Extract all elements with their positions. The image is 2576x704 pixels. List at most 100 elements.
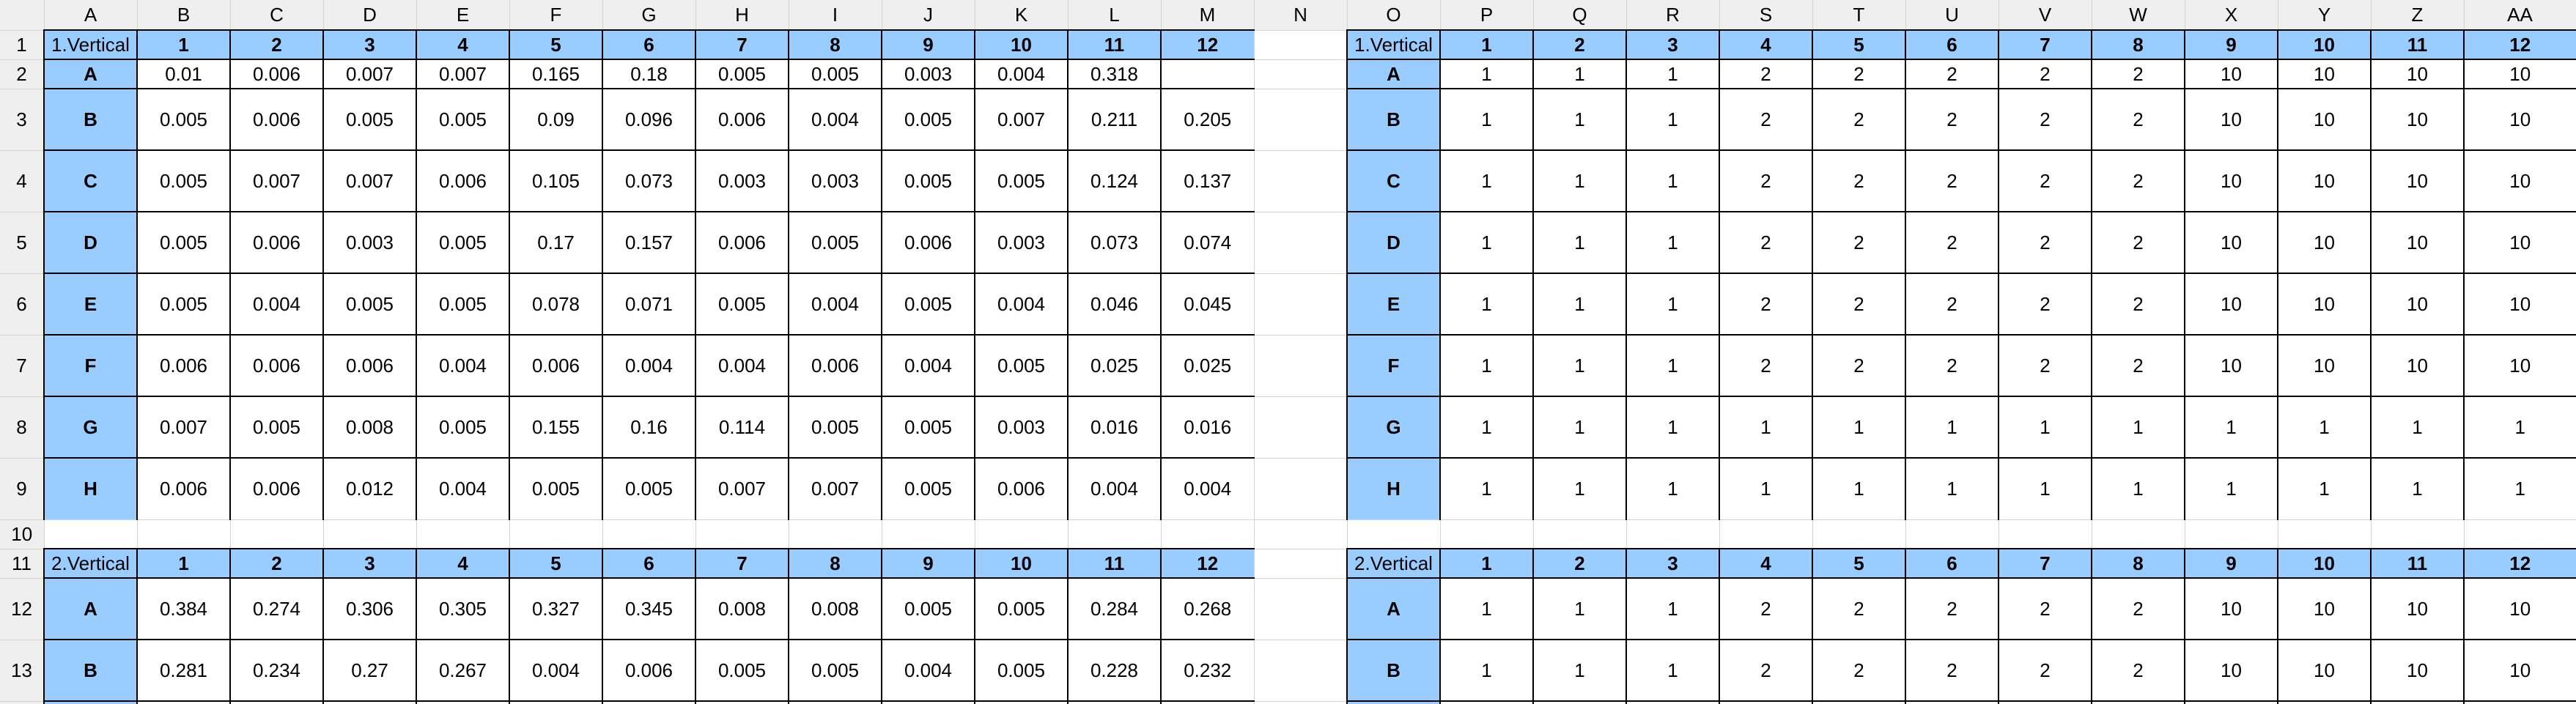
cell-w9[interactable]: 1 <box>2091 457 2185 520</box>
cell-u12[interactable]: 2 <box>1905 577 1999 640</box>
cell-i2[interactable]: 0.005 <box>788 59 882 89</box>
cell-r3[interactable]: 1 <box>1625 88 1720 151</box>
cell-l13[interactable]: 0.228 <box>1067 639 1162 702</box>
cell-n12[interactable] <box>1253 578 1348 640</box>
cell-t13[interactable]: 2 <box>1812 639 1906 702</box>
cell-f14[interactable] <box>509 700 603 704</box>
cell-i1[interactable]: 8 <box>788 29 882 60</box>
cell-s12[interactable]: 2 <box>1719 577 1813 640</box>
cell-e5[interactable]: 0.005 <box>416 211 510 274</box>
cell-l7[interactable]: 0.025 <box>1067 334 1162 397</box>
cell-t11[interactable]: 5 <box>1812 548 1906 579</box>
cell-aa12[interactable]: 10 <box>2463 577 2576 640</box>
cell-w14[interactable] <box>2091 700 2185 704</box>
cell-g5[interactable]: 0.157 <box>602 211 696 274</box>
cell-q8[interactable]: 1 <box>1532 396 1627 459</box>
cell-j14[interactable] <box>881 700 975 704</box>
cell-j6[interactable]: 0.005 <box>881 273 975 336</box>
cell-h12[interactable]: 0.008 <box>695 577 789 640</box>
cell-y3[interactable]: 10 <box>2277 88 2372 151</box>
cell-y10[interactable] <box>2278 519 2372 549</box>
cell-a8[interactable]: G <box>43 396 138 459</box>
cell-u8[interactable]: 1 <box>1905 396 1999 459</box>
cell-x3[interactable]: 10 <box>2184 88 2278 151</box>
cell-a4[interactable]: C <box>43 149 138 212</box>
column-header-m[interactable]: M <box>1161 0 1255 31</box>
cell-n10[interactable] <box>1254 519 1348 549</box>
column-header-z[interactable]: Z <box>2371 0 2465 31</box>
cell-t4[interactable]: 2 <box>1812 149 1906 212</box>
cell-v6[interactable]: 2 <box>1998 273 2092 336</box>
cell-c5[interactable]: 0.006 <box>229 211 324 274</box>
cell-p10[interactable] <box>1440 519 1534 549</box>
cell-m9[interactable]: 0.004 <box>1160 457 1255 520</box>
cell-v7[interactable]: 2 <box>1998 334 2092 397</box>
cell-b5[interactable]: 0.005 <box>136 211 231 274</box>
cell-f4[interactable]: 0.105 <box>509 149 603 212</box>
cell-v13[interactable]: 2 <box>1998 639 2092 702</box>
cell-g9[interactable]: 0.005 <box>602 457 696 520</box>
cell-a13[interactable]: B <box>43 639 138 702</box>
column-header-d[interactable]: D <box>323 0 417 31</box>
column-header-j[interactable]: J <box>882 0 975 31</box>
cell-g3[interactable]: 0.096 <box>602 88 696 151</box>
cell-a2[interactable]: A <box>43 59 138 89</box>
cell-p11[interactable]: 1 <box>1439 548 1534 579</box>
cell-m4[interactable]: 0.137 <box>1160 149 1255 212</box>
cell-l3[interactable]: 0.211 <box>1067 88 1162 151</box>
cell-n11[interactable] <box>1253 549 1348 579</box>
cell-u4[interactable]: 2 <box>1905 149 1999 212</box>
cell-f6[interactable]: 0.078 <box>509 273 603 336</box>
cell-i11[interactable]: 8 <box>788 548 882 579</box>
cell-r14[interactable] <box>1625 700 1720 704</box>
row-header-11[interactable]: 11 <box>0 549 45 579</box>
cell-r4[interactable]: 1 <box>1625 149 1720 212</box>
cell-r7[interactable]: 1 <box>1625 334 1720 397</box>
cell-f5[interactable]: 0.17 <box>509 211 603 274</box>
cell-w6[interactable]: 2 <box>2091 273 2185 336</box>
row-header-6[interactable]: 6 <box>0 273 45 336</box>
cell-t8[interactable]: 1 <box>1812 396 1906 459</box>
cell-d5[interactable]: 0.003 <box>322 211 417 274</box>
row-header-2[interactable]: 2 <box>0 59 45 89</box>
column-header-v[interactable]: V <box>1999 0 2092 31</box>
cell-y9[interactable]: 1 <box>2277 457 2372 520</box>
cell-c11[interactable]: 2 <box>229 548 324 579</box>
cell-u9[interactable]: 1 <box>1905 457 1999 520</box>
cell-p6[interactable]: 1 <box>1439 273 1534 336</box>
cell-x1[interactable]: 9 <box>2184 29 2278 60</box>
cell-i6[interactable]: 0.004 <box>788 273 882 336</box>
cell-m10[interactable] <box>1161 519 1255 549</box>
cell-l11[interactable]: 11 <box>1067 548 1162 579</box>
cell-v10[interactable] <box>1999 519 2092 549</box>
cell-y5[interactable]: 10 <box>2277 211 2372 274</box>
cell-s11[interactable]: 4 <box>1719 548 1813 579</box>
cell-c13[interactable]: 0.234 <box>229 639 324 702</box>
cell-p2[interactable]: 1 <box>1439 59 1534 89</box>
cell-i4[interactable]: 0.003 <box>788 149 882 212</box>
cell-e11[interactable]: 4 <box>416 548 510 579</box>
cell-o14[interactable] <box>1346 700 1441 704</box>
cell-h5[interactable]: 0.006 <box>695 211 789 274</box>
column-header-w[interactable]: W <box>2092 0 2185 31</box>
cell-q1[interactable]: 2 <box>1532 29 1627 60</box>
cell-d8[interactable]: 0.008 <box>322 396 417 459</box>
cell-h11[interactable]: 7 <box>695 548 789 579</box>
cell-q10[interactable] <box>1533 519 1627 549</box>
column-header-i[interactable]: I <box>789 0 882 31</box>
cell-p9[interactable]: 1 <box>1439 457 1534 520</box>
cell-b13[interactable]: 0.281 <box>136 639 231 702</box>
cell-s13[interactable]: 2 <box>1719 639 1813 702</box>
cell-aa9[interactable]: 1 <box>2463 457 2576 520</box>
cell-v11[interactable]: 7 <box>1998 548 2092 579</box>
cell-b3[interactable]: 0.005 <box>136 88 231 151</box>
cell-w2[interactable]: 2 <box>2091 59 2185 89</box>
cell-y12[interactable]: 10 <box>2277 577 2372 640</box>
cell-z7[interactable]: 10 <box>2370 334 2465 397</box>
cell-c9[interactable]: 0.006 <box>229 457 324 520</box>
column-header-aa[interactable]: AA <box>2464 0 2576 31</box>
cell-aa2[interactable]: 10 <box>2463 59 2576 89</box>
cell-c10[interactable] <box>230 519 324 549</box>
cell-x12[interactable]: 10 <box>2184 577 2278 640</box>
cell-j5[interactable]: 0.006 <box>881 211 975 274</box>
